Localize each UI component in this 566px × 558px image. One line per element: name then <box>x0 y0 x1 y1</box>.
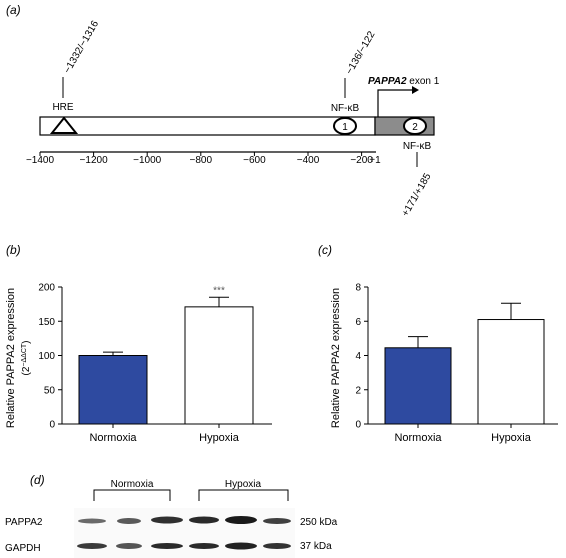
y-tick-label: 200 <box>38 283 55 294</box>
chart-c: 0 2 4 6 8 Normoxia Hypoxia <box>355 283 558 444</box>
promoter-region <box>39 116 376 136</box>
blot-row-gapdh-size: 37 kDa <box>300 541 332 552</box>
y-tick-label: 8 <box>355 283 361 294</box>
x-tick-label: Normoxia <box>89 432 137 444</box>
position-tick-label: −200 <box>350 155 373 166</box>
chart-b: 0 50 100 150 200 Normoxia Hypoxia *** <box>38 283 272 444</box>
blot-background <box>74 508 295 558</box>
bar-normoxia <box>78 355 148 425</box>
y-tick-label: 6 <box>355 317 361 328</box>
x-tick-label: Normoxia <box>394 432 442 444</box>
blot-band <box>77 543 107 549</box>
group-hypoxia-label: Hypoxia <box>225 479 262 490</box>
bar-hypoxia <box>477 319 545 425</box>
arrow-head-icon <box>412 86 419 94</box>
blot-band <box>225 516 257 524</box>
x-tick-label: Hypoxia <box>199 432 240 444</box>
bar-hypoxia <box>184 306 254 425</box>
nfkb-site-1-label: NF-κB <box>331 103 360 114</box>
plus-one-label: +1 <box>369 155 381 166</box>
nfkb-site-1-position: −136/−122 <box>344 29 378 76</box>
position-tick-label: −1000 <box>133 155 162 166</box>
bar-normoxia <box>384 347 452 425</box>
hre-triangle-icon <box>49 116 79 134</box>
blot-band <box>151 543 183 549</box>
blot-band <box>189 516 219 524</box>
position-tick-label: −400 <box>297 155 320 166</box>
y-tick-label: 4 <box>355 351 361 362</box>
y-tick-label: 100 <box>38 351 55 362</box>
panel-a-label: (a) <box>6 3 21 17</box>
gene-label: PAPPA2 exon 1 <box>368 76 440 87</box>
chart-b-ylabel: Relative PAPPA2 expression <box>5 288 17 428</box>
hre-site-label: −1332/−1316 <box>62 19 101 76</box>
y-tick-label: 150 <box>38 317 55 328</box>
blot-row-gapdh-label: GAPDH <box>5 543 41 554</box>
hypoxia-bracket <box>198 489 289 501</box>
panel-d: (d) Normoxia Hypoxia PAPPA2 GAPDH 250 kD… <box>5 473 338 558</box>
chart-b-ylabel-formula: (2−ΔΔCT) <box>21 340 33 375</box>
blot-band <box>78 518 106 524</box>
nfkb-site-2-marker <box>403 117 427 135</box>
y-tick-label: 2 <box>355 385 361 396</box>
blot-band <box>116 543 142 549</box>
chart-c-ylabel: Relative PAPPA2 expression <box>330 288 342 428</box>
y-tick-label: 50 <box>44 385 56 396</box>
y-tick-label: 0 <box>355 420 361 431</box>
panel-b-label: (b) <box>6 243 21 257</box>
panel-c-label: (c) <box>318 243 332 257</box>
transcription-start-arrow <box>377 89 412 117</box>
nfkb-site-2-position: +171/+185 <box>400 171 434 218</box>
panel-d-label: (d) <box>30 473 45 487</box>
blot-band <box>189 543 219 549</box>
blot-row-pappa2-label: PAPPA2 <box>5 517 43 528</box>
nfkb-site-1-marker <box>333 117 357 135</box>
position-tick-label: −1400 <box>26 155 55 166</box>
position-tick-label: −600 <box>243 155 266 166</box>
position-ticks: −1400 −1200 −1000 −800 −600 −400 −200 <box>26 152 373 166</box>
y-tick-label: 0 <box>49 420 55 431</box>
position-tick-label: −800 <box>190 155 213 166</box>
blot-band <box>225 542 257 550</box>
group-normoxia-label: Normoxia <box>111 479 154 490</box>
panel-b: (b) Relative PAPPA2 expression (2−ΔΔCT) … <box>5 243 272 444</box>
blot-band <box>117 518 141 524</box>
position-tick-label: −1200 <box>80 155 109 166</box>
significance-annotation: *** <box>213 285 225 296</box>
hre-label: HRE <box>52 102 73 113</box>
nfkb-site-2-label: NF-κB <box>403 141 432 152</box>
panel-c: (c) Relative PAPPA2 expression 0 2 4 6 8 Norm… <box>318 243 558 444</box>
normoxia-bracket <box>93 489 171 501</box>
blot-band <box>263 518 291 524</box>
blot-band <box>151 516 183 524</box>
panel-a: (a) HRE −1332/−1316 1 NF-κB −136/−122 PA… <box>6 3 440 219</box>
nfkb-site-2-number: 2 <box>412 122 418 133</box>
nfkb-site-1-number: 1 <box>342 122 348 133</box>
blot-band <box>263 543 291 549</box>
blot-row-pappa2-size: 250 kDa <box>300 517 338 528</box>
x-tick-label: Hypoxia <box>491 432 532 444</box>
